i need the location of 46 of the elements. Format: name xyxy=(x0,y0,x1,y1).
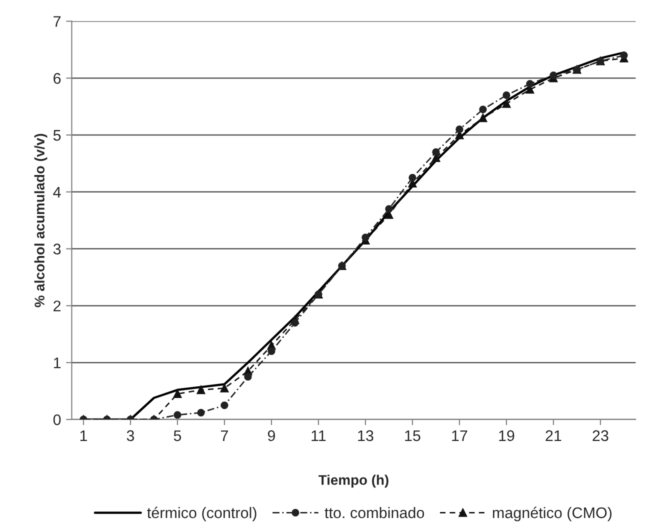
legend-label: térmico (control) xyxy=(147,506,256,522)
x-tick-label: 5 xyxy=(174,430,182,442)
point xyxy=(620,52,628,60)
point xyxy=(526,80,534,88)
x-tick-label: 13 xyxy=(358,430,374,442)
point xyxy=(408,174,416,182)
point xyxy=(220,384,229,392)
point xyxy=(197,408,205,416)
y-tick-label: 4 xyxy=(53,186,61,198)
point xyxy=(479,106,487,114)
x-tick-label: 21 xyxy=(546,430,562,441)
y-tick-label: 5 xyxy=(53,130,61,141)
point xyxy=(291,318,299,327)
point xyxy=(362,234,370,242)
x-tick-label: 1 xyxy=(80,430,87,441)
point xyxy=(174,411,182,419)
x-tick-label: 17 xyxy=(452,430,468,441)
x-tick-label: 15 xyxy=(405,430,420,442)
point xyxy=(550,71,558,80)
point xyxy=(268,347,276,356)
x-tick-label: 3 xyxy=(126,430,134,442)
y-tick-label: 0 xyxy=(53,414,61,426)
point xyxy=(244,373,252,381)
y-tick-label: 2 xyxy=(54,300,61,312)
point xyxy=(173,390,182,398)
x-tick-label: 9 xyxy=(268,430,275,442)
point xyxy=(502,91,510,100)
y-tick-label: 1 xyxy=(54,358,61,368)
x-tick-label: 19 xyxy=(499,430,514,442)
x-axis-title: Tiempo (h) xyxy=(318,474,388,488)
y-axis-title: % alcohol acumulado (v/v) xyxy=(34,134,48,308)
y-tick-label: 6 xyxy=(54,73,61,84)
point xyxy=(385,205,393,213)
point xyxy=(196,386,206,394)
legend-label: magnético (CMO) xyxy=(492,506,612,522)
x-tick-label: 11 xyxy=(312,430,326,441)
y-tick-label: 3 xyxy=(53,244,61,254)
x-tick-label: 7 xyxy=(221,430,228,441)
point xyxy=(432,148,440,156)
point xyxy=(478,114,488,122)
point xyxy=(456,126,464,134)
x-tick-label: 23 xyxy=(592,430,608,442)
point xyxy=(220,401,228,410)
point xyxy=(502,100,511,108)
y-tick-label: 7 xyxy=(54,16,61,27)
legend-label: tto. combinado xyxy=(324,506,424,518)
